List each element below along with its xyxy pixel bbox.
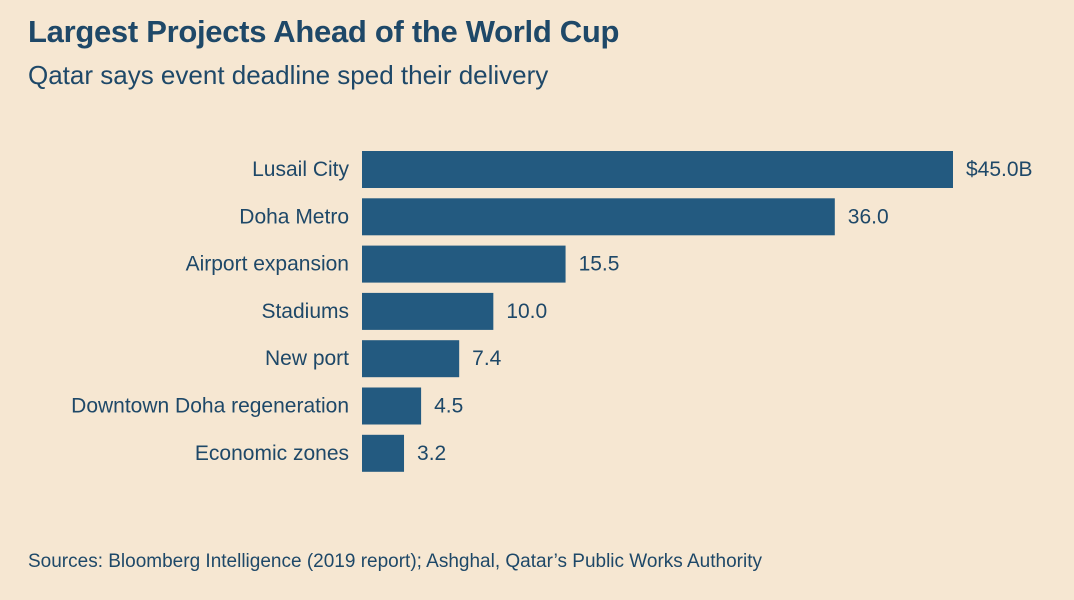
category-label-new-port: New port bbox=[265, 347, 349, 370]
bar-new-port bbox=[362, 340, 460, 378]
bar-economic-zones bbox=[362, 434, 405, 472]
category-label-doha-metro: Doha Metro bbox=[239, 205, 349, 228]
bar-doha-metro bbox=[362, 198, 835, 236]
source-note: Sources: Bloomberg Intelligence (2019 re… bbox=[28, 551, 762, 572]
bar-lusail-city bbox=[362, 151, 953, 188]
category-label-lusail-city: Lusail City bbox=[252, 158, 349, 181]
value-label-economic-zones: 3.2 bbox=[417, 442, 446, 465]
value-label-stadiums: 10.0 bbox=[506, 300, 547, 323]
category-label-economic-zones: Economic zones bbox=[195, 442, 349, 465]
bar-downtown-doha-regeneration bbox=[362, 387, 422, 425]
value-label-lusail-city: $45.0B bbox=[966, 158, 1033, 181]
value-label-airport-expansion: 15.5 bbox=[579, 253, 620, 276]
bar-stadiums bbox=[362, 292, 494, 330]
value-label-downtown-doha-regeneration: 4.5 bbox=[434, 395, 463, 418]
value-label-new-port: 7.4 bbox=[472, 347, 502, 370]
value-label-doha-metro: 36.0 bbox=[848, 205, 889, 228]
bar-airport-expansion bbox=[362, 245, 566, 283]
chart-subtitle: Qatar says event deadline sped their del… bbox=[28, 60, 549, 90]
category-label-downtown-doha-regeneration: Downtown Doha regeneration bbox=[71, 395, 349, 418]
category-label-stadiums: Stadiums bbox=[261, 300, 349, 323]
chart-title: Largest Projects Ahead of the World Cup bbox=[28, 14, 620, 49]
category-label-airport-expansion: Airport expansion bbox=[186, 253, 349, 276]
bar-chart: Lusail City $45.0B Doha Metro 36.0 Airport e… bbox=[71, 151, 1033, 472]
